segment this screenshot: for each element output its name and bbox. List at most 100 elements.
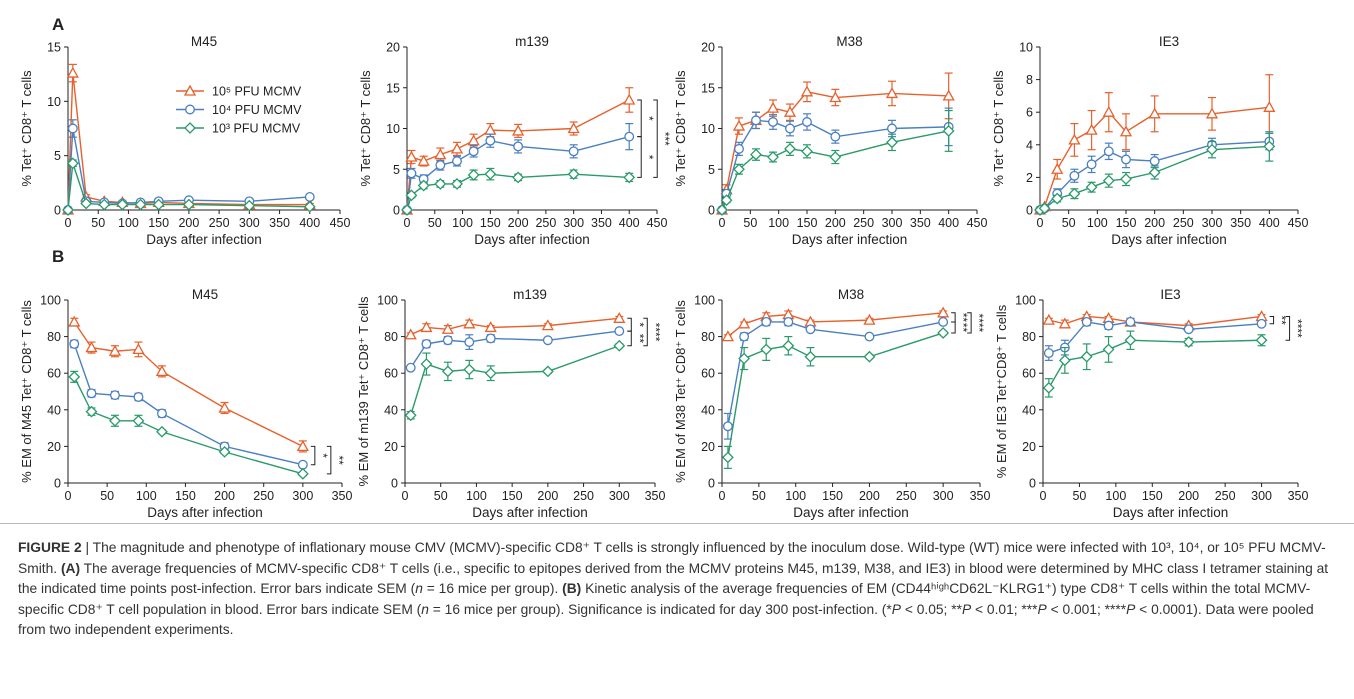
marker	[69, 338, 80, 349]
caption-text: < 0.05; **	[900, 601, 962, 617]
significance-bracket	[310, 445, 316, 466]
x-tick-label: 300	[1251, 489, 1272, 503]
marker	[62, 204, 74, 216]
marker	[1043, 348, 1054, 359]
y-tick-label: 5	[393, 163, 400, 177]
chart-title: M38	[836, 34, 862, 49]
y-tick-label: 100	[40, 294, 61, 308]
y-tick-label: 0	[54, 477, 61, 491]
marker	[1183, 324, 1194, 335]
marker	[1256, 318, 1267, 329]
marker	[303, 200, 316, 213]
y-tick-label: 10	[386, 122, 400, 136]
caption-text: = 16 mice per group). Significance is in…	[428, 601, 892, 617]
series-line	[410, 317, 620, 336]
marker	[421, 338, 432, 349]
marker	[1051, 162, 1064, 174]
marker	[464, 337, 475, 348]
marker	[1124, 334, 1137, 347]
marker	[739, 331, 750, 342]
x-tick-label: 350	[1230, 216, 1251, 230]
marker	[1206, 143, 1218, 156]
marker	[1080, 350, 1093, 363]
marker	[942, 89, 955, 101]
caption-text: (B)	[562, 581, 582, 596]
marker	[802, 117, 812, 127]
significance-label: **	[956, 313, 970, 323]
x-tick-label: 150	[480, 216, 501, 230]
marker	[451, 178, 463, 190]
y-tick-label: 4	[1026, 138, 1033, 152]
x-tick-label: 200	[859, 489, 880, 503]
significance-label: *	[642, 155, 656, 160]
significance-label: ****	[972, 314, 986, 333]
y-tick-label: 20	[701, 41, 715, 55]
chart-title: M38	[838, 287, 864, 302]
marker	[624, 131, 635, 142]
y-tick-label: 5	[54, 149, 61, 163]
y-axis-label: % EM of M38 Tet⁺ CD8⁺ T cells	[673, 300, 688, 483]
y-tick-label: 20	[701, 440, 715, 454]
x-tick-label: 200	[508, 216, 529, 230]
x-tick-label: 50	[1072, 489, 1086, 503]
x-tick-label: 300	[292, 489, 313, 503]
marker	[1081, 317, 1092, 327]
y-tick-label: 0	[393, 204, 400, 218]
x-tick-label: 100	[452, 216, 473, 230]
significance-bracket	[653, 99, 658, 178]
series-line	[406, 173, 630, 211]
y-tick-label: 0	[54, 204, 61, 218]
y-tick-label: 60	[1022, 367, 1036, 381]
x-tick-label: 150	[175, 489, 196, 503]
significance-bracket	[627, 317, 632, 332]
x-tick-label: 350	[591, 216, 612, 230]
y-tick-label: 60	[701, 367, 715, 381]
marker	[1119, 125, 1133, 137]
y-tick-label: 10	[1019, 41, 1033, 55]
significance-bracket	[637, 99, 642, 138]
marker	[886, 136, 898, 149]
y-tick-label: 100	[1015, 294, 1036, 308]
significance-label: *	[632, 322, 646, 327]
marker	[1149, 156, 1160, 167]
marker	[721, 330, 735, 342]
x-tick-label: 450	[967, 216, 988, 230]
x-tick-label: 350	[1288, 489, 1309, 503]
x-tick-label: 250	[253, 489, 274, 503]
significance-label: **	[332, 455, 346, 465]
x-tick-label: 150	[1116, 216, 1137, 230]
significance-bracket	[1285, 315, 1291, 341]
x-tick-label: 150	[822, 489, 843, 503]
y-tick-label: 15	[386, 81, 400, 95]
marker	[938, 317, 949, 327]
x-tick-label: 300	[239, 216, 260, 230]
marker	[463, 317, 476, 329]
x-tick-label: 100	[1105, 489, 1126, 503]
significance-bracket	[1269, 315, 1275, 325]
marker	[1148, 166, 1161, 179]
marker	[450, 142, 464, 154]
marker	[760, 343, 773, 356]
marker	[108, 344, 122, 356]
marker	[435, 160, 446, 171]
marker	[541, 319, 554, 331]
x-tick-label: 0	[65, 489, 72, 503]
marker	[452, 156, 462, 167]
marker	[156, 425, 168, 438]
marker	[86, 388, 97, 399]
significance-bracket	[637, 136, 642, 178]
marker	[434, 148, 447, 160]
x-tick-label: 200	[825, 216, 846, 230]
y-tick-label: 20	[386, 41, 400, 55]
marker	[218, 445, 231, 458]
marker	[863, 313, 876, 325]
x-tick-label: 450	[647, 216, 668, 230]
legend-label: 10⁵ PFU MCMV	[212, 85, 302, 99]
y-tick-label: 80	[1022, 330, 1036, 344]
x-tick-label: 100	[1087, 216, 1108, 230]
series-line	[67, 163, 310, 211]
chart-title: m139	[515, 34, 549, 49]
x-tick-label: 100	[118, 216, 139, 230]
marker	[613, 311, 626, 323]
x-tick-label: 50	[428, 216, 442, 230]
